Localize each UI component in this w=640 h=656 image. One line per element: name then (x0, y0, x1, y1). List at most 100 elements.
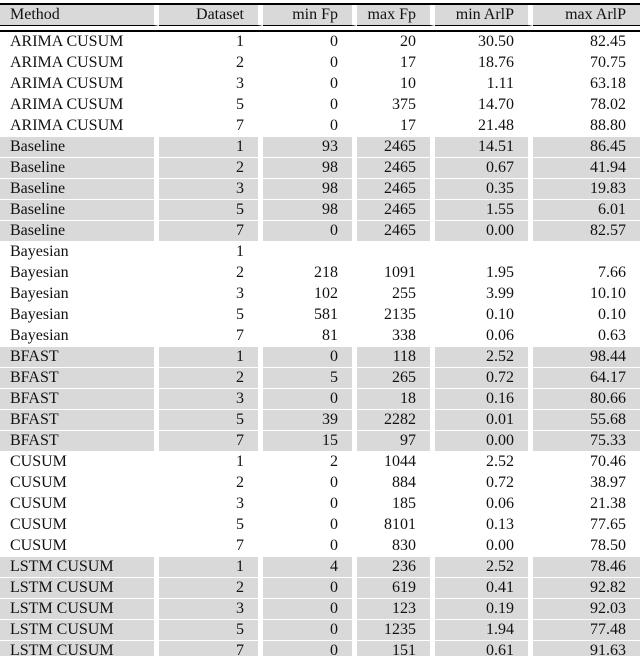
cell-max-arlp: 75.33 (533, 431, 640, 452)
cell-max-fp: 20 (357, 32, 435, 53)
table-row: ARIMA CUSUM 3 0 10 1.11 63.18 (0, 74, 640, 95)
cell-max-fp (357, 242, 435, 263)
cell-min-fp: 0 (263, 641, 357, 656)
cell-max-fp: 619 (357, 578, 435, 599)
cell-min-arlp: 0.01 (435, 410, 533, 431)
cell-max-arlp: 86.45 (533, 137, 640, 158)
cell-max-fp: 18 (357, 389, 435, 410)
table-row: LSTM CUSUM 2 0 619 0.41 92.82 (0, 578, 640, 599)
cell-method: CUSUM (0, 494, 159, 515)
cell-min-fp: 0 (263, 494, 357, 515)
cell-max-arlp: 21.38 (533, 494, 640, 515)
table-row: Baseline 2 98 2465 0.67 41.94 (0, 158, 640, 179)
cell-method: LSTM CUSUM (0, 578, 159, 599)
column-header-method: Method (0, 5, 159, 26)
cell-max-fp: 2135 (357, 305, 435, 326)
cell-dataset: 1 (159, 347, 263, 368)
cell-method: Bayesian (0, 263, 159, 284)
cell-min-arlp: 0.06 (435, 326, 533, 347)
cell-method: LSTM CUSUM (0, 620, 159, 641)
cell-max-arlp: 70.75 (533, 53, 640, 74)
cell-dataset: 1 (159, 557, 263, 578)
cell-min-arlp: 0.00 (435, 221, 533, 242)
cell-max-fp: 123 (357, 599, 435, 620)
cell-max-fp: 1235 (357, 620, 435, 641)
table-row: CUSUM 1 2 1044 2.52 70.46 (0, 452, 640, 473)
table-row: Bayesian 2 218 1091 1.95 7.66 (0, 263, 640, 284)
cell-min-arlp: 0.16 (435, 389, 533, 410)
cell-min-fp: 2 (263, 452, 357, 473)
cell-min-arlp: 0.72 (435, 368, 533, 389)
cell-min-arlp: 3.99 (435, 284, 533, 305)
table-row: BFAST 1 0 118 2.52 98.44 (0, 347, 640, 368)
table-row: LSTM CUSUM 7 0 151 0.61 91.63 (0, 641, 640, 656)
cell-min-arlp (435, 242, 533, 263)
cell-max-fp: 97 (357, 431, 435, 452)
cell-method: BFAST (0, 410, 159, 431)
cell-max-fp: 17 (357, 53, 435, 74)
cell-max-fp: 830 (357, 536, 435, 557)
cell-max-arlp: 88.80 (533, 116, 640, 137)
cell-method: Bayesian (0, 242, 159, 263)
cell-min-fp: 98 (263, 179, 357, 200)
cell-method: Baseline (0, 158, 159, 179)
cell-max-arlp (533, 242, 640, 263)
cell-method: LSTM CUSUM (0, 557, 159, 578)
cell-min-arlp: 14.70 (435, 95, 533, 116)
cell-max-fp: 2465 (357, 158, 435, 179)
cell-min-arlp: 1.94 (435, 620, 533, 641)
cell-method: ARIMA CUSUM (0, 74, 159, 95)
cell-min-arlp: 1.11 (435, 74, 533, 95)
cell-method: Bayesian (0, 305, 159, 326)
cell-max-arlp: 78.02 (533, 95, 640, 116)
cell-method: Bayesian (0, 326, 159, 347)
cell-method: CUSUM (0, 536, 159, 557)
cell-max-fp: 118 (357, 347, 435, 368)
cell-max-arlp: 82.45 (533, 32, 640, 53)
cell-min-fp: 0 (263, 116, 357, 137)
cell-min-arlp: 2.52 (435, 452, 533, 473)
cell-min-fp: 93 (263, 137, 357, 158)
cell-min-arlp: 0.00 (435, 431, 533, 452)
cell-min-fp: 0 (263, 74, 357, 95)
cell-method: ARIMA CUSUM (0, 32, 159, 53)
cell-min-fp: 0 (263, 221, 357, 242)
cell-max-arlp: 70.46 (533, 452, 640, 473)
cell-dataset: 5 (159, 305, 263, 326)
cell-min-fp: 98 (263, 158, 357, 179)
column-header-min-arlp: min ArlP (435, 5, 533, 26)
column-header-min-fp: min Fp (263, 5, 357, 26)
cell-min-arlp: 21.48 (435, 116, 533, 137)
table-row: ARIMA CUSUM 5 0 375 14.70 78.02 (0, 95, 640, 116)
cell-method: CUSUM (0, 515, 159, 536)
cell-dataset: 2 (159, 158, 263, 179)
table-row: CUSUM 2 0 884 0.72 38.97 (0, 473, 640, 494)
cell-max-arlp: 19.83 (533, 179, 640, 200)
cell-dataset: 5 (159, 95, 263, 116)
cell-min-arlp: 2.52 (435, 347, 533, 368)
cell-min-fp: 0 (263, 389, 357, 410)
cell-min-fp: 0 (263, 620, 357, 641)
table-row: BFAST 2 5 265 0.72 64.17 (0, 368, 640, 389)
cell-max-fp: 338 (357, 326, 435, 347)
cell-min-fp: 0 (263, 95, 357, 116)
cell-max-arlp: 6.01 (533, 200, 640, 221)
table-row: Bayesian 1 (0, 242, 640, 263)
column-header-max-fp: max Fp (357, 5, 435, 26)
cell-dataset: 7 (159, 641, 263, 656)
cell-min-arlp: 18.76 (435, 53, 533, 74)
results-table-body: ARIMA CUSUM 1 0 20 30.50 82.45 ARIMA CUSUM 2 0 17… (0, 32, 640, 656)
cell-min-fp: 4 (263, 557, 357, 578)
cell-max-arlp: 63.18 (533, 74, 640, 95)
cell-dataset: 7 (159, 221, 263, 242)
cell-method: ARIMA CUSUM (0, 53, 159, 74)
cell-min-arlp: 30.50 (435, 32, 533, 53)
cell-max-arlp: 41.94 (533, 158, 640, 179)
table-row: BFAST 3 0 18 0.16 80.66 (0, 389, 640, 410)
cell-min-arlp: 0.41 (435, 578, 533, 599)
cell-dataset: 7 (159, 536, 263, 557)
cell-min-arlp: 1.95 (435, 263, 533, 284)
cell-min-fp: 0 (263, 599, 357, 620)
table-row: Baseline 7 0 2465 0.00 82.57 (0, 221, 640, 242)
cell-dataset: 3 (159, 74, 263, 95)
